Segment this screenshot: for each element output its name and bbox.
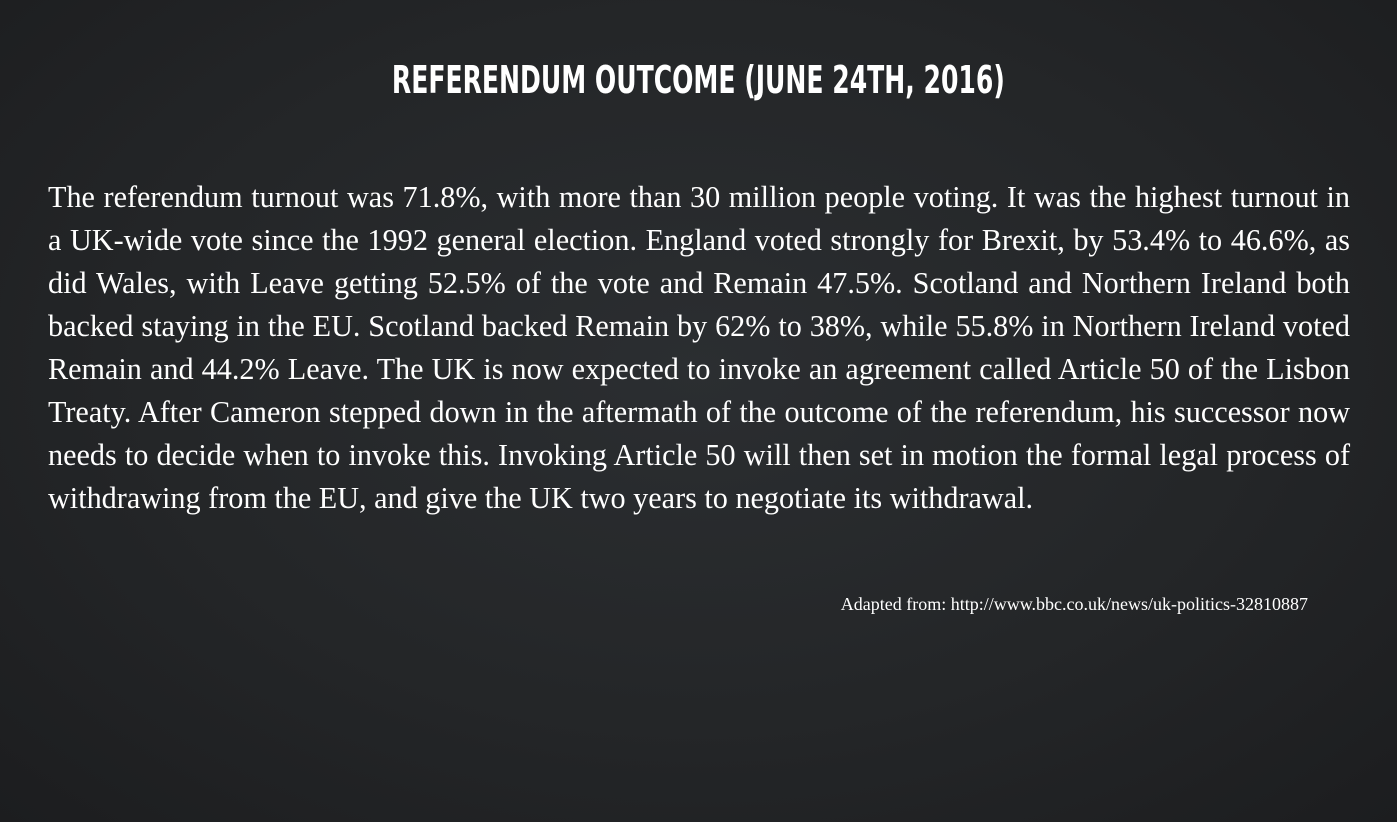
source-attribution: Adapted from: http://www.bbc.co.uk/news/… bbox=[840, 594, 1308, 614]
slide-body-text: The referendum turnout was 71.8%, with m… bbox=[48, 180, 1350, 515]
slide-title: REFERENDUM OUTCOME (JUNE 24TH, 2016) bbox=[391, 58, 1005, 102]
